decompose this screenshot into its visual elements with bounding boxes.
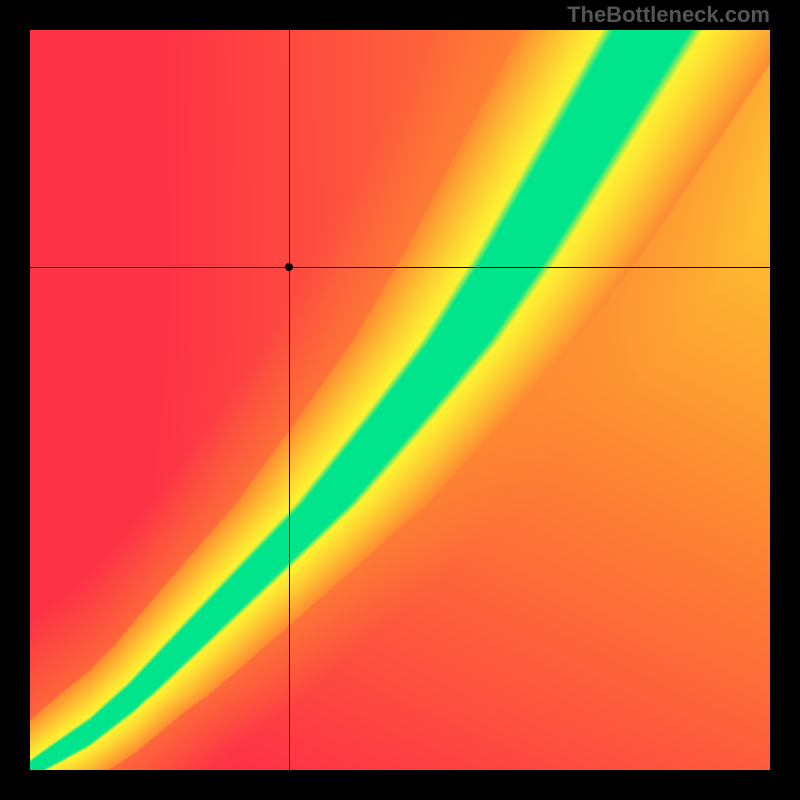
- heatmap-canvas: [30, 30, 770, 770]
- watermark: TheBottleneck.com: [567, 2, 770, 28]
- crosshair-vertical: [289, 30, 290, 770]
- chart-frame: [0, 0, 800, 800]
- crosshair-horizontal: [30, 267, 770, 268]
- heatmap-plot: [30, 30, 770, 770]
- crosshair-marker: [285, 263, 293, 271]
